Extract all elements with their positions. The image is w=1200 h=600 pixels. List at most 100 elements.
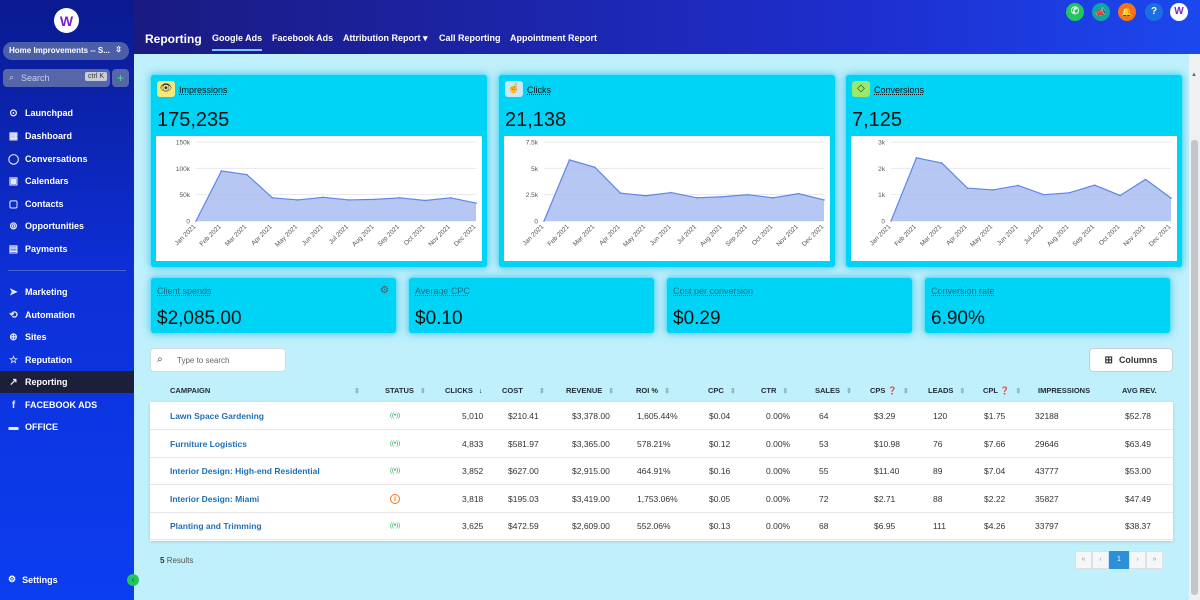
data-point[interactable]: [1068, 192, 1070, 194]
data-point[interactable]: [645, 194, 647, 197]
col-leads[interactable]: LEADS ⇕: [928, 380, 965, 402]
data-point[interactable]: [373, 198, 375, 201]
data-point[interactable]: [1017, 184, 1020, 187]
tab-appointment-report[interactable]: Appointment Report: [510, 33, 597, 43]
data-point[interactable]: [992, 189, 994, 191]
data-point[interactable]: [449, 197, 452, 199]
help-icon[interactable]: ?: [1145, 3, 1163, 21]
sidebar-item-office[interactable]: ▬ OFFICE: [0, 416, 134, 438]
data-point[interactable]: [721, 195, 723, 198]
data-point[interactable]: [246, 173, 248, 176]
sidebar-item-reputation[interactable]: ☆ Reputation: [0, 349, 134, 371]
quick-add-button[interactable]: +: [112, 69, 129, 87]
col-cps[interactable]: CPS ❓ ⇕: [870, 380, 909, 402]
last-page-button[interactable]: »: [1146, 551, 1163, 569]
data-point[interactable]: [195, 220, 197, 222]
data-point[interactable]: [594, 166, 596, 169]
data-point[interactable]: [1144, 178, 1147, 181]
sidebar-item-calendars[interactable]: ▣ Calendars: [0, 170, 134, 192]
campaign-link[interactable]: Lawn Space Gardening: [170, 411, 264, 421]
col-cpc[interactable]: CPC ⇕: [708, 380, 736, 402]
sidebar-item-reporting[interactable]: ↗ Reporting: [0, 371, 134, 393]
campaign-link[interactable]: Interior Design: Miami: [170, 493, 260, 504]
data-point[interactable]: [347, 199, 350, 201]
account-switcher[interactable]: Home Improvements -- S... ⇳: [3, 42, 129, 60]
columns-button[interactable]: ⊞ Columns: [1089, 348, 1173, 372]
sidebar-item-sites[interactable]: ⊕ Sites: [0, 326, 134, 348]
col-campaign[interactable]: CAMPAIGN: [170, 380, 210, 402]
data-point[interactable]: [475, 202, 477, 204]
data-point[interactable]: [797, 192, 800, 195]
tab-google-ads[interactable]: Google Ads: [212, 33, 263, 51]
sidebar-item-launchpad[interactable]: ⊙ Launchpad: [0, 102, 134, 124]
col-cpl[interactable]: CPL ❓ ⇕: [983, 380, 1021, 402]
data-point[interactable]: [746, 193, 749, 196]
table-row[interactable]: Interior Design: Miami II 3,818 $195.03 $3,4…: [150, 485, 1173, 513]
tab-facebook-ads[interactable]: Facebook Ads: [272, 33, 334, 43]
collapse-sidebar-button[interactable]: ‹: [127, 574, 139, 586]
col-revenue[interactable]: REVENUE ⇕: [566, 380, 614, 402]
table-row[interactable]: Planting and Trimming ((•)) 3,625 $472.59 $2…: [150, 512, 1173, 541]
campaign-link[interactable]: Interior Design: High-end Residential: [170, 466, 320, 477]
col-roi[interactable]: ROI % ⇕: [636, 380, 670, 402]
sidebar-item-conversations[interactable]: ◯ Conversations: [0, 148, 134, 170]
next-page-button[interactable]: ›: [1129, 551, 1146, 569]
col-impressions[interactable]: IMPRESSIONS: [1038, 380, 1090, 402]
data-point[interactable]: [823, 199, 825, 201]
campaign-link[interactable]: Planting and Trimming: [170, 521, 262, 532]
page-1-button[interactable]: 1: [1109, 551, 1129, 569]
data-point[interactable]: [398, 197, 401, 199]
profile-avatar[interactable]: W: [1170, 3, 1188, 21]
col-sort-campaign[interactable]: ⇕: [348, 380, 360, 402]
table-search-input[interactable]: ⌕ Type to search: [150, 348, 286, 372]
tab-attribution-report[interactable]: Attribution Report ▾: [343, 33, 428, 44]
data-point[interactable]: [772, 197, 774, 199]
data-point[interactable]: [670, 191, 673, 194]
tab-call-reporting[interactable]: Call Reporting: [439, 33, 501, 43]
brand-logo[interactable]: W: [54, 8, 79, 33]
table-row[interactable]: Lawn Space Gardening ((•)) 5,010 $210.41 $3,…: [150, 402, 1173, 430]
sidebar-item-payments[interactable]: ▤ Payments: [0, 238, 134, 260]
data-point[interactable]: [890, 220, 892, 222]
col-sales[interactable]: SALES ⇕: [815, 380, 852, 402]
data-point[interactable]: [424, 199, 426, 202]
data-point[interactable]: [1042, 193, 1045, 196]
sidebar-item-settings[interactable]: ⚙ Settings: [8, 574, 58, 585]
data-point[interactable]: [322, 196, 325, 199]
sidebar-item-marketing[interactable]: ➤ Marketing: [0, 281, 134, 303]
gear-icon[interactable]: ⚙: [380, 285, 389, 296]
data-point[interactable]: [297, 199, 299, 201]
first-page-button[interactable]: «: [1075, 551, 1092, 569]
sidebar-item-facebook-ads[interactable]: f FACEBOOK ADS: [0, 394, 134, 416]
table-row[interactable]: Interior Design: High-end Residential ((•…: [150, 457, 1173, 486]
data-point[interactable]: [1170, 197, 1172, 199]
data-point[interactable]: [619, 192, 622, 194]
data-point[interactable]: [568, 159, 571, 161]
data-point[interactable]: [915, 157, 918, 159]
sidebar-item-opportunities[interactable]: ⊚ Opportunities: [0, 215, 134, 237]
col-status[interactable]: STATUS ⇕: [385, 380, 426, 402]
data-point[interactable]: [271, 197, 274, 199]
page-scrollbar[interactable]: ▲: [1189, 54, 1200, 600]
sidebar-item-dashboard[interactable]: ▦ Dashboard: [0, 125, 134, 147]
data-point[interactable]: [1119, 194, 1121, 197]
table-row[interactable]: Furniture Logistics ((•)) 4,833 $581.97 $3,3…: [150, 430, 1173, 458]
bell-icon[interactable]: 🔔: [1118, 3, 1136, 21]
data-point[interactable]: [941, 162, 943, 164]
col-ctr[interactable]: CTR ⇕: [761, 380, 788, 402]
sidebar-search[interactable]: ⌕ Search ctrl K: [3, 69, 110, 87]
scroll-up-arrow[interactable]: ▲: [1191, 72, 1197, 78]
data-point[interactable]: [966, 187, 969, 189]
campaign-link[interactable]: Furniture Logistics: [170, 438, 247, 449]
prev-page-button[interactable]: ‹: [1092, 551, 1109, 569]
scrollbar-thumb[interactable]: [1191, 140, 1198, 595]
data-point[interactable]: [1093, 184, 1096, 186]
sidebar-item-automation[interactable]: ⟲ Automation: [0, 304, 134, 326]
col-cost[interactable]: COST ⇕: [502, 380, 545, 402]
data-point[interactable]: [220, 170, 223, 172]
col-avg-rev[interactable]: AVG REV.: [1122, 380, 1157, 402]
data-point[interactable]: [695, 197, 698, 199]
megaphone-icon[interactable]: 📣: [1092, 3, 1110, 21]
phone-icon[interactable]: ✆: [1066, 3, 1084, 21]
col-clicks[interactable]: CLICKS ↓: [445, 380, 482, 402]
